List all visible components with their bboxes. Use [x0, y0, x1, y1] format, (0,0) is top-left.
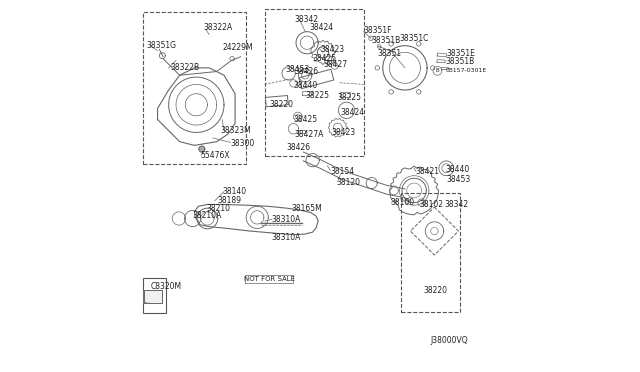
Bar — [264, 9, 364, 157]
Text: 38323M: 38323M — [220, 126, 251, 135]
Text: 24229M: 24229M — [222, 43, 253, 52]
Text: 38310A: 38310A — [271, 233, 301, 242]
Text: 38342: 38342 — [445, 200, 469, 209]
Text: 38423: 38423 — [321, 45, 345, 54]
Text: 38453: 38453 — [285, 65, 309, 74]
Text: 38100: 38100 — [391, 198, 415, 207]
Text: 38102: 38102 — [419, 200, 443, 209]
Text: 38425: 38425 — [312, 54, 337, 63]
Text: 38210: 38210 — [206, 204, 230, 214]
Text: 38351B: 38351B — [371, 36, 400, 45]
Text: 38220: 38220 — [424, 286, 447, 295]
Bar — [143, 278, 166, 313]
Text: 38165M: 38165M — [292, 204, 323, 214]
Text: 38189: 38189 — [218, 196, 241, 205]
Text: 38154: 38154 — [330, 167, 355, 176]
Polygon shape — [199, 146, 205, 152]
Text: 38351F: 38351F — [364, 26, 392, 35]
Text: 38310A: 38310A — [271, 215, 301, 224]
Text: 38225: 38225 — [338, 93, 362, 102]
Bar — [401, 193, 460, 311]
Text: 38424: 38424 — [340, 108, 364, 117]
Text: 38421: 38421 — [415, 167, 439, 176]
Text: NOT FOR SALE: NOT FOR SALE — [244, 276, 294, 282]
Text: 38426: 38426 — [287, 143, 311, 152]
Bar — [143, 13, 246, 164]
Text: 38453: 38453 — [446, 175, 470, 184]
Text: 08157-0301E: 08157-0301E — [445, 68, 487, 73]
Text: 38351G: 38351G — [147, 41, 177, 50]
Text: 38440: 38440 — [445, 165, 470, 174]
Text: 38140: 38140 — [222, 187, 246, 196]
Text: 38322A: 38322A — [204, 23, 233, 32]
Text: 38351E: 38351E — [446, 49, 475, 58]
Text: 38425: 38425 — [293, 115, 317, 124]
Polygon shape — [144, 290, 162, 303]
Text: 38322B: 38322B — [170, 63, 200, 72]
Text: 38427A: 38427A — [295, 130, 324, 139]
Text: 38351: 38351 — [377, 49, 401, 58]
Text: J38000VQ: J38000VQ — [430, 336, 468, 345]
Text: 38424: 38424 — [310, 23, 334, 32]
Text: 38426: 38426 — [294, 67, 318, 76]
Text: 55476X: 55476X — [200, 151, 230, 160]
Text: 38300: 38300 — [230, 139, 255, 148]
Text: C8320M: C8320M — [150, 282, 181, 291]
Text: B: B — [436, 68, 439, 73]
Text: 38351B: 38351B — [445, 57, 475, 66]
Text: 38440: 38440 — [293, 81, 317, 90]
Text: 38220: 38220 — [269, 100, 293, 109]
Text: 38120: 38120 — [337, 178, 360, 187]
Text: 38225: 38225 — [305, 91, 329, 100]
Text: 38351C: 38351C — [399, 34, 429, 43]
Text: 38423: 38423 — [331, 128, 355, 137]
Text: 38342: 38342 — [294, 15, 318, 24]
Text: 38210A: 38210A — [193, 211, 222, 220]
Text: 38427: 38427 — [324, 60, 348, 69]
